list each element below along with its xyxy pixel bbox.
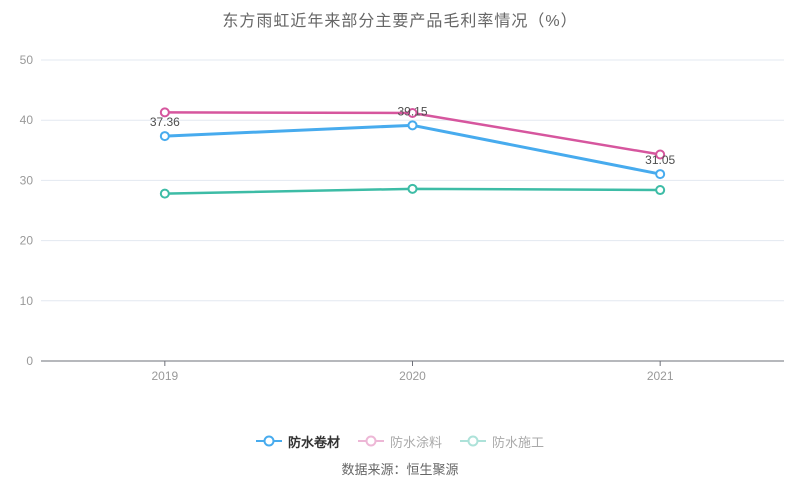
data-point[interactable] — [655, 185, 666, 196]
data-point[interactable] — [159, 131, 170, 142]
legend-item-2[interactable]: 防水施工 — [460, 432, 544, 451]
x-axis-tick-label: 2020 — [399, 369, 426, 383]
y-axis-tick-label: 30 — [20, 173, 34, 187]
data-label: 31.05 — [645, 153, 675, 167]
y-axis-tick-label: 20 — [20, 234, 34, 248]
y-axis-tick-label: 50 — [20, 53, 34, 67]
data-label: 39.15 — [397, 104, 427, 118]
series-line-0 — [163, 123, 662, 176]
chart-legend: 防水卷材 防水涂料 防水施工 — [0, 431, 800, 451]
y-axis-tick-label: 10 — [20, 294, 34, 308]
legend-label: 防水卷材 — [287, 434, 340, 450]
data-point[interactable] — [159, 188, 170, 199]
y-axis-tick-label: 40 — [20, 113, 34, 127]
data-source-note: 数据来源：恒生聚源 — [341, 462, 459, 477]
legend-line-circle-icon — [255, 435, 282, 447]
data-label: 37.36 — [150, 115, 180, 129]
legend-item-1[interactable]: 防水涂料 — [357, 432, 442, 451]
legend-label: 防水施工 — [492, 434, 545, 450]
data-point[interactable] — [159, 107, 170, 118]
legend-label: 防水涂料 — [389, 434, 442, 450]
data-point[interactable] — [655, 169, 666, 180]
data-point[interactable] — [407, 107, 418, 118]
x-axis-tick-label: 2019 — [151, 369, 178, 383]
data-point[interactable] — [655, 149, 666, 160]
data-point[interactable] — [407, 183, 418, 194]
legend-line-circle-icon — [460, 435, 486, 447]
chart-title: 东方雨虹近年来部分主要产品毛利率情况（%） — [222, 13, 578, 30]
legend-line-circle-icon — [357, 435, 384, 447]
data-point[interactable] — [407, 120, 418, 131]
y-axis-tick-label: 0 — [26, 354, 33, 368]
x-axis-tick-label: 2021 — [647, 369, 674, 383]
legend-item-0[interactable]: 防水卷材 — [255, 432, 340, 451]
